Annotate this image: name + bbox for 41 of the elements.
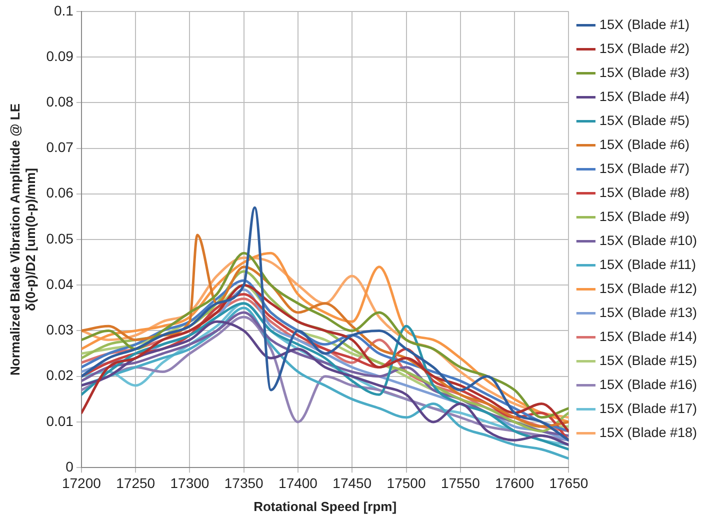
legend-label: 15X (Blade #13) xyxy=(599,304,698,320)
x-tick-label: 17500 xyxy=(386,474,426,491)
y-tick-label: 0.03 xyxy=(46,322,74,338)
x-tick-label: 17400 xyxy=(278,474,318,491)
legend-label: 15X (Blade #17) xyxy=(599,400,698,416)
y-tick-label: 0.05 xyxy=(46,230,74,246)
y-tick-label: 0.07 xyxy=(46,139,74,156)
y-tick-label: 0.01 xyxy=(46,412,74,429)
legend-label: 15X (Blade #18) xyxy=(599,424,698,440)
y-axis-title: Normalized Blade Vibration Amplitude @ LE δ(0-p)/D2 [um(0-p)/mm] xyxy=(7,103,38,376)
y-tick-label: 0.04 xyxy=(46,276,74,292)
legend-label: 15X (Blade #10) xyxy=(599,232,698,248)
legend-label: 15X (Blade #12) xyxy=(599,280,698,296)
legend-label: 15X (Blade #5) xyxy=(599,112,690,128)
legend-label: 15X (Blade #3) xyxy=(599,64,690,80)
legend-label: 15X (Blade #16) xyxy=(599,376,698,392)
legend-label: 15X (Blade #2) xyxy=(599,40,690,56)
legend-label: 15X (Blade #9) xyxy=(599,208,690,224)
x-axis-title: Rotational Speed [rpm] xyxy=(254,498,397,514)
legend-label: 15X (Blade #6) xyxy=(599,136,690,152)
y-tick-label: 0 xyxy=(66,458,74,474)
x-tick-label: 17550 xyxy=(440,474,480,491)
x-tick-label: 17300 xyxy=(170,474,210,491)
legend-label: 15X (Blade #11) xyxy=(599,256,696,272)
legend-label: 15X (Blade #4) xyxy=(599,88,690,104)
legend-label: 15X (Blade #1) xyxy=(599,16,690,32)
legend-label: 15X (Blade #7) xyxy=(599,160,690,176)
x-tick-label: 17200 xyxy=(62,474,102,491)
y-tick-label: 0.1 xyxy=(54,2,74,18)
legend-label: 15X (Blade #15) xyxy=(599,352,698,368)
y-tick-label: 0.09 xyxy=(46,48,74,64)
x-tick-label: 17600 xyxy=(495,474,534,491)
x-tick-label: 17250 xyxy=(116,474,156,491)
y-tick-label: 0.08 xyxy=(46,94,74,110)
y-tick-label: 0.02 xyxy=(46,367,74,384)
legend-label: 15X (Blade #14) xyxy=(599,328,698,344)
x-tick-label: 17350 xyxy=(224,474,264,491)
x-tick-label: 17450 xyxy=(332,474,372,491)
y-tick-label: 0.06 xyxy=(46,184,74,201)
legend-label: 15X (Blade #8) xyxy=(599,184,690,200)
x-tick-label: 17650 xyxy=(549,474,588,491)
